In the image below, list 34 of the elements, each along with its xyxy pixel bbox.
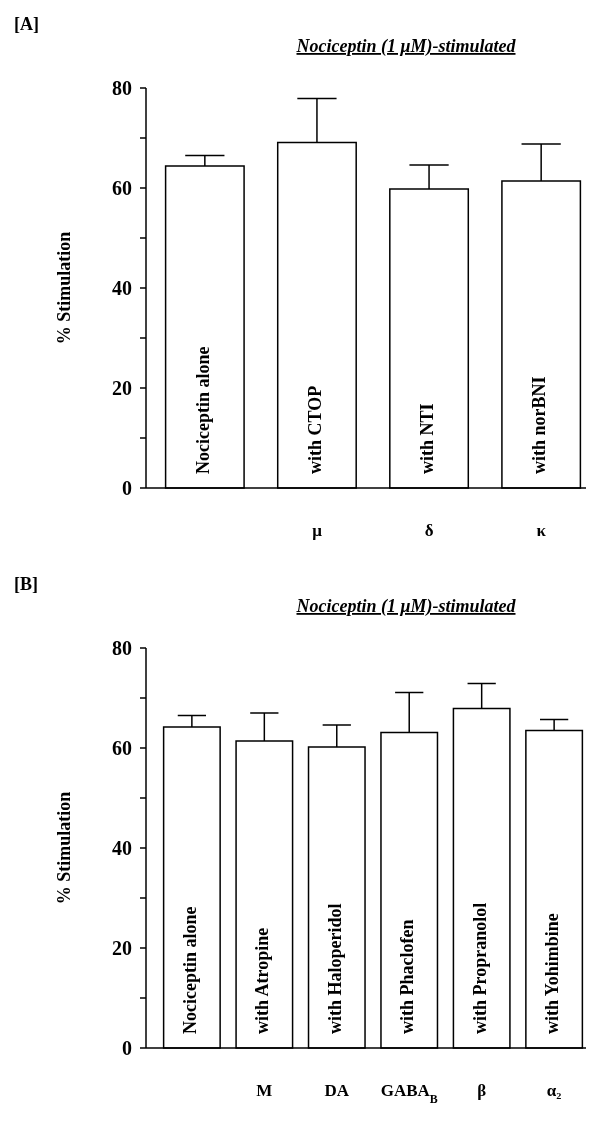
text: DA	[324, 1081, 350, 1100]
x-tick-label: with Propranolol	[469, 902, 490, 1034]
chart-title: Nociceptin (1 μM)-stimulated	[295, 36, 517, 57]
x-tick-label: with norBNI	[529, 376, 550, 474]
x-tick-label: with CTOP	[305, 385, 326, 474]
x-tick-label: with NTI	[417, 403, 438, 474]
text: κ	[536, 521, 547, 540]
x-tick-label: Nociceptin alone	[180, 906, 200, 1034]
y-tick-label: 60	[112, 737, 132, 759]
y-axis-title: % Stimulation	[54, 231, 74, 345]
y-tick-label: 20	[112, 377, 132, 399]
x-tick-label: with Phaclofen	[397, 919, 418, 1034]
x-tick-label: with Atropine	[252, 927, 273, 1034]
y-tick-label: 80	[112, 637, 132, 659]
text: GABA$_{B}$	[380, 1081, 438, 1106]
y-tick-label: 0	[122, 477, 132, 499]
y-tick-label: 40	[112, 837, 132, 859]
x-tick-label: with Yohimbine	[542, 913, 563, 1034]
y-tick-label: 60	[112, 177, 132, 199]
text: δ	[424, 521, 434, 540]
y-tick-label: 80	[112, 77, 132, 99]
y-tick-label: 40	[112, 277, 132, 299]
x-tick-label: Nociceptin alone	[192, 346, 213, 474]
text: [B]	[14, 574, 38, 594]
y-axis-title: % Stimulation	[54, 791, 74, 905]
text: [A]	[14, 14, 39, 34]
y-tick-label: 0	[122, 1037, 132, 1059]
text: M	[256, 1081, 273, 1100]
y-tick-label: 20	[112, 937, 132, 959]
text: β	[477, 1081, 487, 1100]
text: α₂	[546, 1081, 562, 1100]
chart-title: Nociceptin (1 μM)-stimulated	[295, 596, 517, 617]
text: μ	[312, 521, 323, 540]
x-tick-label: with Haloperidol	[324, 903, 345, 1034]
